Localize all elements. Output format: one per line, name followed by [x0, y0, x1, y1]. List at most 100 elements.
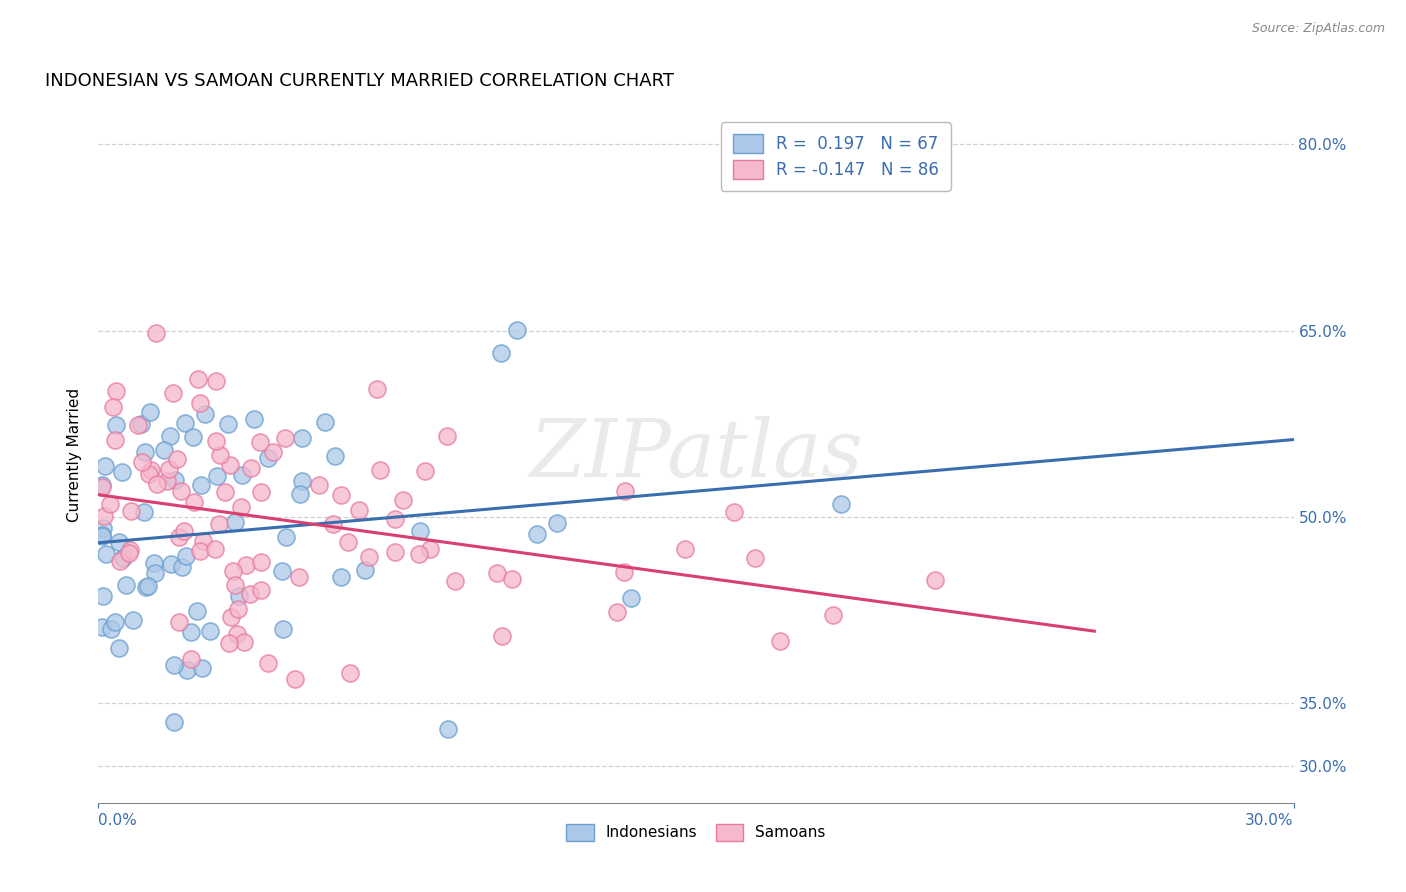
Point — [180, 652, 202, 666]
Point — [142, 556, 165, 570]
Point — [122, 613, 145, 627]
Text: INDONESIAN VS SAMOAN CURRENTLY MARRIED CORRELATION CHART: INDONESIAN VS SAMOAN CURRENTLY MARRIED C… — [45, 72, 673, 90]
Point — [143, 566, 166, 580]
Point — [208, 516, 231, 531]
Point — [225, 627, 247, 641]
Point — [249, 582, 271, 597]
Point — [271, 564, 294, 578]
Point — [100, 622, 122, 636]
Text: Source: ZipAtlas.com: Source: ZipAtlas.com — [1251, 22, 1385, 36]
Point — [91, 620, 114, 634]
Point — [501, 573, 523, 587]
Point — [336, 535, 359, 549]
Point — [114, 578, 136, 592]
Point — [291, 474, 314, 488]
Point — [93, 509, 115, 524]
Point — [526, 527, 548, 541]
Point — [160, 558, 183, 572]
Y-axis label: Currently Married: Currently Married — [67, 388, 83, 522]
Point — [368, 463, 391, 477]
Point — [104, 433, 127, 447]
Point — [104, 384, 127, 398]
Point — [190, 660, 212, 674]
Point — [194, 407, 217, 421]
Point — [359, 549, 381, 564]
Point — [391, 493, 413, 508]
Point — [134, 445, 156, 459]
Point — [291, 431, 314, 445]
Point — [444, 574, 467, 588]
Point — [100, 497, 122, 511]
Point — [256, 451, 278, 466]
Point — [156, 474, 179, 488]
Point — [166, 452, 188, 467]
Point — [830, 497, 852, 511]
Point — [152, 442, 174, 457]
Point — [222, 564, 245, 578]
Point — [176, 663, 198, 677]
Point — [614, 484, 637, 499]
Point — [233, 635, 256, 649]
Point — [169, 530, 191, 544]
Point — [93, 589, 115, 603]
Point — [174, 416, 197, 430]
Point — [217, 417, 239, 432]
Point — [620, 591, 643, 605]
Point — [91, 481, 114, 495]
Point — [180, 624, 202, 639]
Point — [173, 524, 195, 538]
Point — [91, 528, 114, 542]
Point — [111, 550, 134, 565]
Point — [183, 494, 205, 508]
Point — [187, 372, 209, 386]
Point — [408, 547, 430, 561]
Point — [546, 516, 568, 531]
Point — [284, 672, 307, 686]
Point — [354, 563, 377, 577]
Point — [136, 579, 159, 593]
Point — [188, 544, 211, 558]
Point — [308, 478, 330, 492]
Point — [228, 589, 250, 603]
Point — [262, 445, 284, 459]
Point — [193, 533, 215, 548]
Point — [104, 417, 127, 432]
Point — [218, 636, 240, 650]
Point — [257, 656, 280, 670]
Point — [249, 484, 271, 499]
Point — [139, 462, 162, 476]
Point — [384, 512, 406, 526]
Point — [491, 629, 513, 643]
Point — [219, 458, 242, 472]
Point — [506, 323, 529, 337]
Point — [91, 521, 114, 535]
Point — [239, 460, 262, 475]
Point — [170, 484, 193, 499]
Point — [132, 505, 155, 519]
Point — [224, 577, 246, 591]
Point — [96, 547, 118, 561]
Point — [228, 601, 250, 615]
Text: ZIPatlas: ZIPatlas — [529, 417, 863, 493]
Legend: Indonesians, Samoans: Indonesians, Samoans — [560, 817, 832, 847]
Point — [723, 505, 745, 519]
Point — [250, 555, 273, 569]
Point — [349, 503, 371, 517]
Point — [489, 345, 512, 359]
Point — [769, 633, 792, 648]
Point — [436, 429, 458, 443]
Point — [242, 411, 264, 425]
Point — [209, 449, 232, 463]
Point — [219, 610, 242, 624]
Point — [239, 587, 262, 601]
Point — [231, 468, 253, 483]
Point — [413, 464, 436, 478]
Point — [162, 385, 184, 400]
Point — [366, 382, 388, 396]
Point — [224, 515, 246, 529]
Point — [249, 435, 271, 450]
Point — [330, 570, 353, 584]
Point — [163, 658, 186, 673]
Point — [190, 478, 212, 492]
Point — [613, 565, 636, 579]
